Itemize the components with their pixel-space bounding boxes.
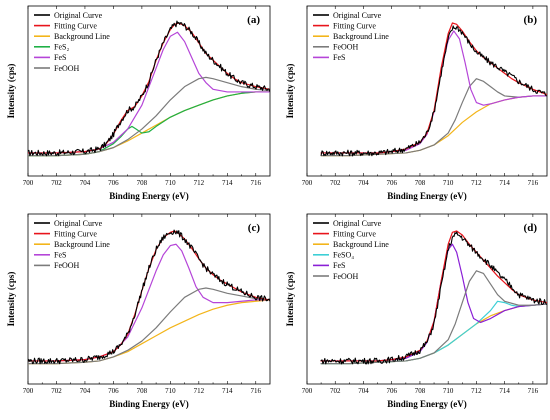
x-tick-label: 700 bbox=[23, 387, 34, 395]
legend-entry: Original Curve bbox=[54, 11, 103, 20]
x-tick-label: 710 bbox=[443, 179, 454, 187]
x-tick-label: 714 bbox=[499, 387, 510, 395]
legend-entry: FeOOH bbox=[333, 272, 359, 281]
legend-entry: FeOOH bbox=[333, 43, 359, 52]
x-tick-label: 706 bbox=[108, 387, 119, 395]
series-line-background-line bbox=[28, 91, 270, 157]
series-line-original-curve bbox=[320, 231, 547, 365]
x-tick-label: 700 bbox=[302, 387, 313, 395]
x-tick-label: 708 bbox=[137, 387, 148, 395]
series-line-feooh bbox=[320, 270, 547, 365]
series-line-feooh bbox=[28, 287, 270, 365]
legend-entry: FeOOH bbox=[54, 261, 80, 270]
legend-entry: FeSO₄ bbox=[333, 251, 354, 260]
x-tick-label: 702 bbox=[51, 387, 62, 395]
y-axis-title: Intensity (cps) bbox=[6, 64, 16, 119]
legend-entry: Background Line bbox=[54, 32, 110, 41]
legend-entry: FeS bbox=[54, 53, 66, 62]
legend-entry: Background Line bbox=[333, 32, 389, 41]
x-tick-label: 714 bbox=[499, 179, 510, 187]
x-tick-label: 712 bbox=[194, 179, 205, 187]
chart-panel-2: 700 702 704 706 708 710 712 714 716 Binding Energ… bbox=[285, 5, 548, 201]
panel-label: (b) bbox=[524, 14, 538, 26]
x-tick-label: 706 bbox=[386, 387, 397, 395]
y-axis-title: Intensity (cps) bbox=[285, 64, 295, 119]
x-tick-label: 704 bbox=[358, 387, 369, 395]
x-tick-label: 706 bbox=[386, 179, 397, 187]
panel-label: (c) bbox=[248, 222, 261, 234]
panel-label: (d) bbox=[524, 222, 538, 234]
x-tick-label: 716 bbox=[528, 387, 539, 395]
x-tick-label: 702 bbox=[330, 387, 341, 395]
x-tick-label: 704 bbox=[80, 387, 91, 395]
x-axis-title: Binding Energy (eV) bbox=[109, 191, 189, 201]
legend-entry: Original Curve bbox=[333, 219, 382, 228]
plot-frame bbox=[306, 5, 548, 177]
series-line-feooh bbox=[28, 76, 270, 157]
x-tick-label: 700 bbox=[302, 179, 313, 187]
legend-entry: FeS bbox=[333, 261, 345, 270]
legend-entry: FeS bbox=[54, 251, 66, 260]
legend-entry: Background Line bbox=[54, 240, 110, 249]
legend-entry: Fitting Curve bbox=[54, 21, 97, 30]
x-tick-label: 702 bbox=[330, 179, 341, 187]
x-tick-label: 716 bbox=[251, 387, 262, 395]
x-axis-title: Binding Energy (eV) bbox=[109, 399, 189, 409]
x-tick-label: 714 bbox=[222, 179, 233, 187]
y-axis-title: Intensity (cps) bbox=[6, 272, 16, 327]
x-tick-label: 708 bbox=[415, 179, 426, 187]
legend-entry: Fitting Curve bbox=[333, 229, 376, 238]
chart-panel-1: 700 702 704 706 708 710 712 714 716 Binding Energ… bbox=[6, 5, 271, 201]
legend-entry: Background Line bbox=[333, 240, 389, 249]
series-line-feooh bbox=[320, 78, 547, 157]
series-line-fitting-curve bbox=[320, 230, 547, 362]
x-tick-label: 710 bbox=[443, 387, 454, 395]
y-axis-title: Intensity (cps) bbox=[285, 272, 295, 327]
x-axis-title: Binding Energy (eV) bbox=[387, 399, 467, 409]
series-line-feso- bbox=[320, 300, 547, 365]
series-line-original-curve bbox=[320, 25, 547, 157]
x-tick-label: 702 bbox=[51, 179, 62, 187]
legend-entry: Original Curve bbox=[54, 219, 103, 228]
legend-entry: FeOOH bbox=[54, 64, 80, 73]
plot-frame bbox=[27, 213, 271, 385]
series-line-background-line bbox=[320, 303, 547, 365]
series-line-background-line bbox=[320, 95, 547, 157]
chart-panel-3: 700 702 704 706 708 710 712 714 716 Binding Energ… bbox=[6, 213, 271, 409]
x-tick-label: 708 bbox=[137, 179, 148, 187]
x-tick-label: 712 bbox=[194, 387, 205, 395]
x-tick-label: 712 bbox=[471, 387, 482, 395]
panel-label: (a) bbox=[247, 14, 260, 26]
legend-entry: Original Curve bbox=[333, 11, 382, 20]
x-tick-label: 716 bbox=[251, 179, 262, 187]
x-tick-label: 708 bbox=[415, 387, 426, 395]
series-line-original-curve bbox=[28, 229, 270, 365]
x-tick-label: 712 bbox=[471, 179, 482, 187]
x-axis-title: Binding Energy (eV) bbox=[387, 191, 467, 201]
x-tick-label: 704 bbox=[80, 179, 91, 187]
x-tick-label: 706 bbox=[108, 179, 119, 187]
series-line-fes bbox=[320, 30, 547, 154]
series-line-background-line bbox=[28, 299, 270, 365]
legend-entry: Fitting Curve bbox=[54, 229, 97, 238]
x-tick-label: 710 bbox=[165, 179, 176, 187]
series-line-original-curve bbox=[28, 20, 270, 157]
x-tick-label: 710 bbox=[165, 387, 176, 395]
legend-entry: FeS₂ bbox=[54, 43, 69, 52]
series-line-fes- bbox=[28, 91, 270, 157]
x-tick-label: 700 bbox=[23, 179, 34, 187]
x-tick-label: 714 bbox=[222, 387, 233, 395]
legend-entry: FeS bbox=[333, 53, 345, 62]
plot-frame bbox=[306, 213, 548, 385]
legend-entry: Fitting Curve bbox=[333, 21, 376, 30]
chart-panel-4: 700 702 704 706 708 710 712 714 716 Binding Energ… bbox=[285, 213, 548, 409]
series-line-fes bbox=[320, 243, 547, 362]
x-tick-label: 704 bbox=[358, 179, 369, 187]
x-tick-label: 716 bbox=[528, 179, 539, 187]
